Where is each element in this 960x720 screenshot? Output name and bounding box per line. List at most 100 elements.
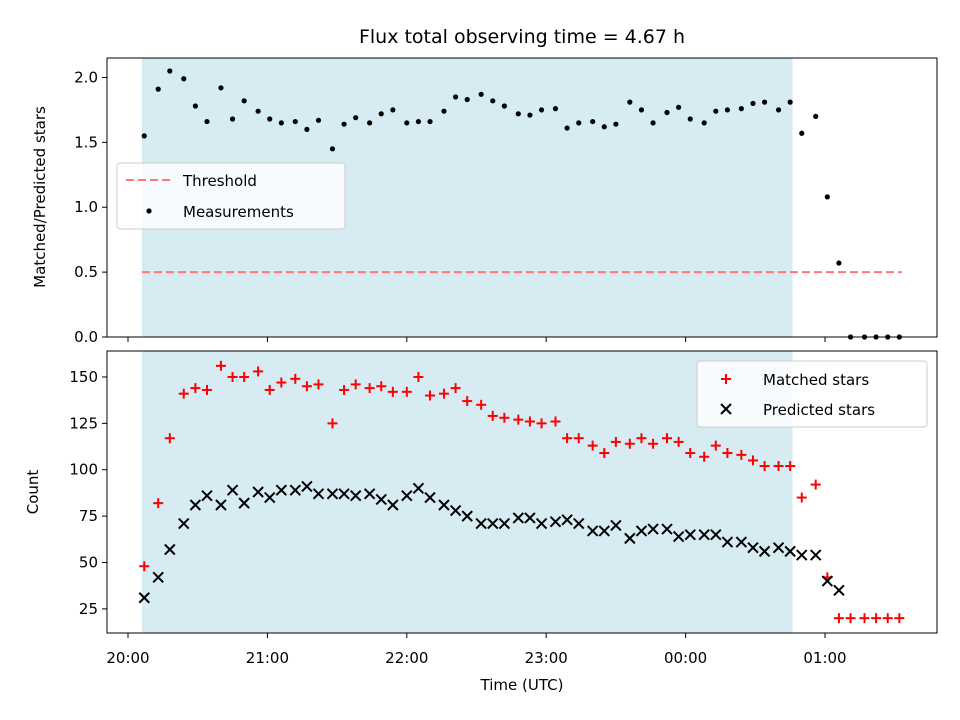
top-y-tick-label: 0.0 <box>74 328 98 346</box>
top-legend-box <box>116 162 346 230</box>
matched-stars-points <box>139 360 905 624</box>
matched-star-point <box>476 399 487 410</box>
bottom-panel: 25 50 75 100 125 150 20:00 21:00 22:00 23:00 00:0… <box>24 350 938 694</box>
measurement-point <box>650 120 656 126</box>
predicted-star-point <box>498 517 511 530</box>
chart-title: Flux total observing time = 4.67 h <box>359 26 685 48</box>
matched-star-point <box>587 440 598 451</box>
bottom-y-tick-label: 25 <box>79 600 98 618</box>
measurement-point <box>304 126 310 132</box>
measurement-point <box>464 96 470 103</box>
predicted-star-point <box>375 493 387 506</box>
measurement-point <box>701 120 707 126</box>
measurement-point <box>353 115 359 121</box>
measurement-point <box>638 107 645 113</box>
x-axis-label: Time (UTC) <box>480 676 564 694</box>
x-tick-label: 22:00 <box>385 649 428 667</box>
matched-star-point <box>562 433 573 444</box>
predicted-star-point <box>747 541 759 554</box>
measurement-point <box>341 121 347 127</box>
measurement-point <box>329 146 336 152</box>
matched-star-point <box>773 461 784 472</box>
legend-matched-swatch <box>721 374 731 384</box>
predicted-star-point <box>758 545 771 558</box>
measurement-point <box>415 118 422 125</box>
bottom-y-tick-label: 75 <box>79 507 98 525</box>
predicted-star-point <box>438 499 450 511</box>
predicted-star-point <box>264 491 276 504</box>
measurement-point <box>192 103 198 109</box>
bottom-y-tick-label: 125 <box>69 414 98 432</box>
predicted-star-point <box>772 541 785 554</box>
predicted-star-point <box>573 517 585 530</box>
predicted-star-point <box>535 517 548 530</box>
predicted-star-point <box>401 490 413 502</box>
predicted-star-point <box>610 519 622 532</box>
measurement-point <box>713 108 719 114</box>
measurement-point <box>315 117 322 123</box>
measurement-point <box>229 116 236 122</box>
predicted-star-point <box>833 584 845 597</box>
matched-star-point <box>524 416 535 427</box>
predicted-star-point <box>461 510 473 522</box>
matched-star-point <box>387 386 398 397</box>
matched-star-point <box>201 384 212 395</box>
predicted-star-point <box>412 482 425 494</box>
top-legend: Threshold Measurements <box>116 162 346 230</box>
measurement-point <box>836 260 842 266</box>
measurement-point <box>218 85 224 91</box>
predicted-star-point <box>586 525 599 537</box>
measurement-point <box>576 120 582 126</box>
measurement-point <box>367 120 373 126</box>
predicted-star-point <box>349 490 362 502</box>
matched-star-point <box>699 451 710 462</box>
predicted-star-point <box>449 504 462 517</box>
bottom-y-axis-label: Count <box>24 470 42 515</box>
bottom-y-ticks: 25 50 75 100 125 150 <box>69 368 107 618</box>
matched-star-point <box>425 390 436 401</box>
matched-star-point <box>573 433 584 444</box>
predicted-star-point <box>661 523 673 535</box>
matched-star-point <box>747 455 758 466</box>
matched-star-point <box>685 448 696 459</box>
matched-star-point <box>413 371 424 382</box>
measurement-point <box>664 109 670 116</box>
measurement-point <box>538 107 545 113</box>
matched-star-point <box>499 412 510 423</box>
matched-star-point <box>401 386 412 397</box>
measurement-point <box>490 98 496 104</box>
matched-star-point <box>290 373 301 384</box>
predicted-star-point <box>178 517 190 530</box>
measurement-point <box>141 133 147 139</box>
measurement-point <box>761 99 768 105</box>
measurement-point <box>813 113 819 119</box>
matched-star-point <box>227 371 238 382</box>
predicted-star-point <box>524 512 536 524</box>
predicted-star-point <box>326 488 339 500</box>
predicted-star-point <box>784 545 796 558</box>
predicted-star-point <box>684 528 696 541</box>
matched-star-point <box>624 438 635 449</box>
measurement-point <box>181 76 187 82</box>
predicted-star-point <box>561 514 573 526</box>
legend-matched-label: Matched stars <box>763 371 869 389</box>
legend-predicted-label: Predicted stars <box>763 401 875 419</box>
measurement-point <box>378 111 384 117</box>
bottom-y-tick-label: 50 <box>79 554 98 572</box>
matched-star-point <box>536 418 547 429</box>
measurement-point <box>390 107 396 113</box>
matched-star-point <box>364 383 375 394</box>
predicted-star-point <box>312 488 325 500</box>
x-tick-label: 21:00 <box>246 649 289 667</box>
measurement-point <box>427 118 433 125</box>
matched-star-point <box>662 433 673 444</box>
measurement-point <box>724 107 731 113</box>
matched-star-point <box>736 449 747 460</box>
measurement-point <box>441 108 447 114</box>
top-axes-frame <box>106 57 938 338</box>
x-tick-label: 01:00 <box>803 649 846 667</box>
matched-star-point <box>301 381 312 392</box>
bottom-x-ticks: 20:00 21:00 22:00 23:00 00:00 01:00 <box>106 633 847 667</box>
x-tick-label: 20:00 <box>106 649 149 667</box>
top-y-ticks: 0.0 0.5 1.0 1.5 2.0 <box>74 68 107 346</box>
